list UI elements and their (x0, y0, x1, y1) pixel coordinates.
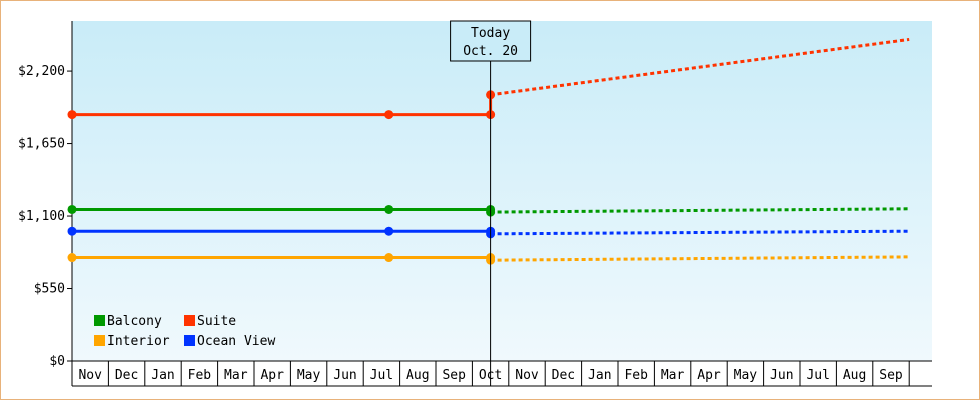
legend-swatch-ocean-view (184, 335, 195, 346)
legend-swatch-interior (94, 335, 105, 346)
month-label: Feb (188, 368, 212, 383)
month-label: Aug (843, 368, 866, 383)
month-label: Jan (151, 368, 174, 383)
today-marker: Today Oct. 20 (450, 20, 532, 386)
series-forecast-suite (490, 37, 910, 97)
plot-background (72, 21, 932, 361)
month-label: Apr (260, 368, 284, 383)
month-label: Feb (624, 368, 648, 383)
series-point-suite[interactable] (384, 110, 394, 120)
series-point-ocean-view[interactable] (384, 226, 394, 236)
month-label: Mar (661, 368, 685, 383)
y-tick-label: $2,200 (18, 64, 65, 79)
legend-label-interior[interactable]: Interior (107, 334, 170, 349)
month-label: Dec (552, 368, 575, 383)
month-label: Jul (806, 368, 829, 383)
series-point-suite[interactable] (67, 110, 77, 120)
legend-label-suite[interactable]: Suite (197, 314, 236, 329)
y-tick-label: $550 (34, 282, 65, 297)
month-label: Apr (697, 368, 721, 383)
series-point-interior[interactable] (384, 253, 394, 263)
y-tick-label: $1,650 (18, 137, 65, 152)
legend-label-balcony[interactable]: Balcony (107, 314, 162, 329)
month-label: Dec (115, 368, 138, 383)
month-label: Jan (588, 368, 611, 383)
month-label: May (297, 368, 321, 383)
month-label: May (734, 368, 758, 383)
y-axis: $0 $550 $1,100 $1,650 $2,200 (18, 21, 73, 386)
month-label: Jun (333, 368, 356, 383)
month-label: Sep (879, 368, 903, 383)
month-label: Nov (515, 368, 539, 383)
month-label: Jul (370, 368, 393, 383)
month-label: Mar (224, 368, 248, 383)
month-label: Jun (770, 368, 793, 383)
legend-swatch-suite (184, 315, 195, 326)
month-label: Aug (406, 368, 429, 383)
x-axis: Nov Dec Jan Feb Mar Apr May Jun Jul Aug Sep Oct Nov D… (71, 360, 932, 387)
today-box (450, 20, 532, 62)
today-date: Oct. 20 (463, 44, 518, 59)
month-label: Sep (442, 368, 466, 383)
legend-swatch-balcony (94, 315, 105, 326)
series-point-ocean-view[interactable] (67, 226, 77, 236)
y-tick-label: $0 (49, 354, 65, 369)
month-label: Nov (78, 368, 102, 383)
today-label: Today (471, 26, 510, 41)
series-point-balcony[interactable] (384, 204, 394, 214)
y-tick-label: $1,100 (18, 209, 65, 224)
legend: Balcony Suite Interior Ocean View (94, 314, 275, 349)
series-point-balcony[interactable] (67, 204, 77, 214)
series-point-interior[interactable] (67, 253, 77, 263)
legend-label-ocean-view[interactable]: Ocean View (197, 334, 275, 349)
